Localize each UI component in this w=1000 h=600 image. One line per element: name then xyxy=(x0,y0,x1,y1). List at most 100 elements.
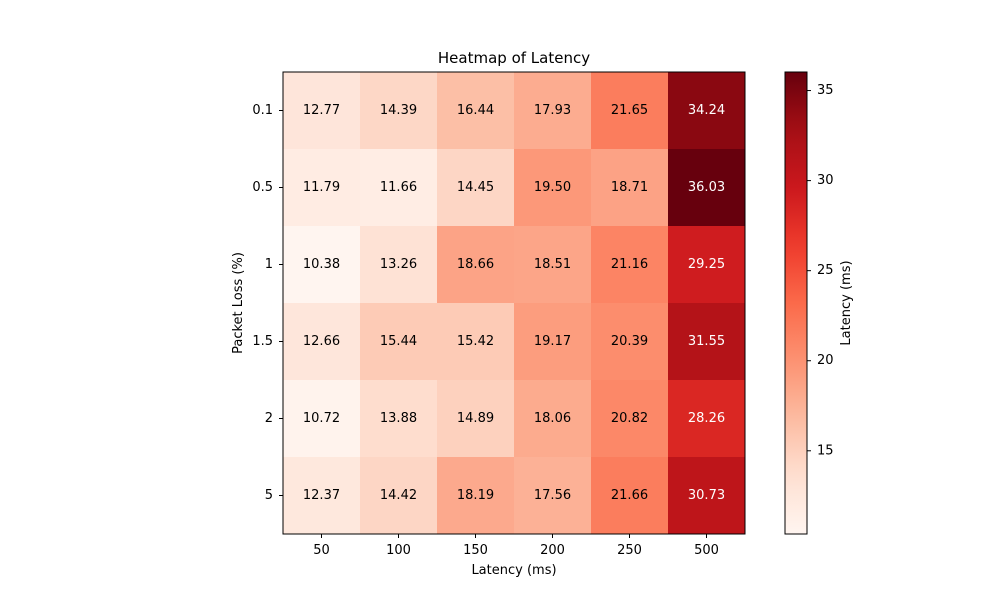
heatmap-cell xyxy=(514,72,592,150)
x-tick-label: 200 xyxy=(540,543,565,558)
x-axis-label: Latency (ms) xyxy=(471,563,556,578)
cell-value-label: 20.82 xyxy=(611,411,648,426)
heatmap-cell xyxy=(514,226,592,304)
heatmap-cell xyxy=(591,303,669,381)
y-tick-label: 0.1 xyxy=(252,103,273,118)
y-tick-label: 2 xyxy=(265,411,273,426)
heatmap-cell xyxy=(591,72,669,150)
heatmap-cell xyxy=(591,149,669,227)
heatmap-cell xyxy=(437,303,515,381)
cell-value-label: 17.93 xyxy=(534,103,571,118)
colorbar-tick-label: 15 xyxy=(817,443,834,458)
y-tick-label: 1.5 xyxy=(252,334,273,349)
cell-value-label: 10.38 xyxy=(303,257,340,272)
heatmap-cell xyxy=(668,149,746,227)
x-tick-label: 50 xyxy=(313,543,330,558)
cell-value-label: 31.55 xyxy=(688,334,725,349)
colorbar-tick-label: 30 xyxy=(817,173,834,188)
heatmap-cell xyxy=(360,380,438,458)
heatmap-cell xyxy=(437,72,515,150)
heatmap-cell xyxy=(668,303,746,381)
heatmap-cell xyxy=(591,380,669,458)
cell-value-label: 14.89 xyxy=(457,411,494,426)
heatmap-cell xyxy=(668,457,746,535)
cell-value-label: 18.71 xyxy=(611,180,648,195)
colorbar-ticks: 15 20 25 30 35 xyxy=(807,83,834,458)
heatmap-cell xyxy=(283,72,361,150)
colorbar-label: Latency (ms) xyxy=(839,260,854,345)
y-axis-ticks: 0.1 0.5 1 1.5 2 5 xyxy=(252,103,283,503)
cell-value-label: 17.56 xyxy=(534,488,571,503)
cell-value-label: 21.16 xyxy=(611,257,648,272)
cell-value-label: 12.77 xyxy=(303,103,340,118)
cell-value-label: 16.44 xyxy=(457,103,494,118)
cell-value-label: 18.19 xyxy=(457,488,494,503)
x-tick-label: 100 xyxy=(386,543,411,558)
x-axis-ticks: 50 100 150 200 250 500 xyxy=(313,534,719,558)
cell-value-label: 15.42 xyxy=(457,334,494,349)
cell-value-label: 11.66 xyxy=(380,180,417,195)
heatmap-cell xyxy=(283,457,361,535)
heatmap-cell xyxy=(360,72,438,150)
cell-value-label: 12.37 xyxy=(303,488,340,503)
heatmap-cell xyxy=(360,303,438,381)
heatmap-cell xyxy=(591,457,669,535)
cell-value-label: 18.51 xyxy=(534,257,571,272)
heatmap-cell xyxy=(514,457,592,535)
heatmap-cell xyxy=(514,149,592,227)
colorbar-tick-label: 25 xyxy=(817,263,834,278)
heatmap-cell xyxy=(668,72,746,150)
chart-title: Heatmap of Latency xyxy=(438,49,590,67)
heatmap-cell xyxy=(283,149,361,227)
heatmap-cell xyxy=(360,149,438,227)
cell-value-labels: 12.77 14.39 16.44 17.93 21.65 34.24 11.79 11.66… xyxy=(303,103,725,503)
cell-value-label: 30.73 xyxy=(688,488,725,503)
heatmap-cell xyxy=(283,380,361,458)
cell-value-label: 20.39 xyxy=(611,334,648,349)
cell-value-label: 11.79 xyxy=(303,180,340,195)
colorbar-tick-label: 20 xyxy=(817,353,834,368)
heatmap-cell xyxy=(437,457,515,535)
cell-value-label: 14.39 xyxy=(380,103,417,118)
cell-value-label: 34.24 xyxy=(688,103,725,118)
x-tick-label: 500 xyxy=(694,543,719,558)
plot-frame xyxy=(282,71,746,535)
cell-value-label: 19.17 xyxy=(534,334,571,349)
x-tick-label: 150 xyxy=(463,543,488,558)
heatmap-cell xyxy=(360,226,438,304)
heatmap-cell xyxy=(437,226,515,304)
y-axis-label: Packet Loss (%) xyxy=(231,252,246,354)
heatmap-cell xyxy=(360,457,438,535)
cell-value-label: 12.66 xyxy=(303,334,340,349)
y-tick-label: 5 xyxy=(265,488,273,503)
cell-value-label: 14.42 xyxy=(380,488,417,503)
cell-value-label: 21.66 xyxy=(611,488,648,503)
cell-value-label: 18.66 xyxy=(457,257,494,272)
heatmap-cell xyxy=(437,149,515,227)
cell-value-label: 28.26 xyxy=(688,411,725,426)
cell-value-label: 13.26 xyxy=(380,257,417,272)
cell-value-label: 36.03 xyxy=(688,180,725,195)
cell-value-label: 19.50 xyxy=(534,180,571,195)
x-tick-label: 250 xyxy=(617,543,642,558)
y-tick-label: 0.5 xyxy=(252,180,273,195)
cell-value-label: 10.72 xyxy=(303,411,340,426)
heatmap-cell xyxy=(668,226,746,304)
heatmap-cell xyxy=(283,303,361,381)
cell-value-label: 13.88 xyxy=(380,411,417,426)
heatmap-cell xyxy=(668,380,746,458)
cell-value-label: 29.25 xyxy=(688,257,725,272)
y-tick-label: 1 xyxy=(265,257,273,272)
heatmap-cell xyxy=(283,226,361,304)
heatmap-cells xyxy=(283,72,746,535)
cell-value-label: 21.65 xyxy=(611,103,648,118)
colorbar-tick-label: 35 xyxy=(817,83,834,98)
cell-value-label: 18.06 xyxy=(534,411,571,426)
cell-value-label: 15.44 xyxy=(380,334,417,349)
heatmap-cell xyxy=(514,303,592,381)
heatmap-cell xyxy=(437,380,515,458)
colorbar xyxy=(784,71,808,535)
cell-value-label: 14.45 xyxy=(457,180,494,195)
